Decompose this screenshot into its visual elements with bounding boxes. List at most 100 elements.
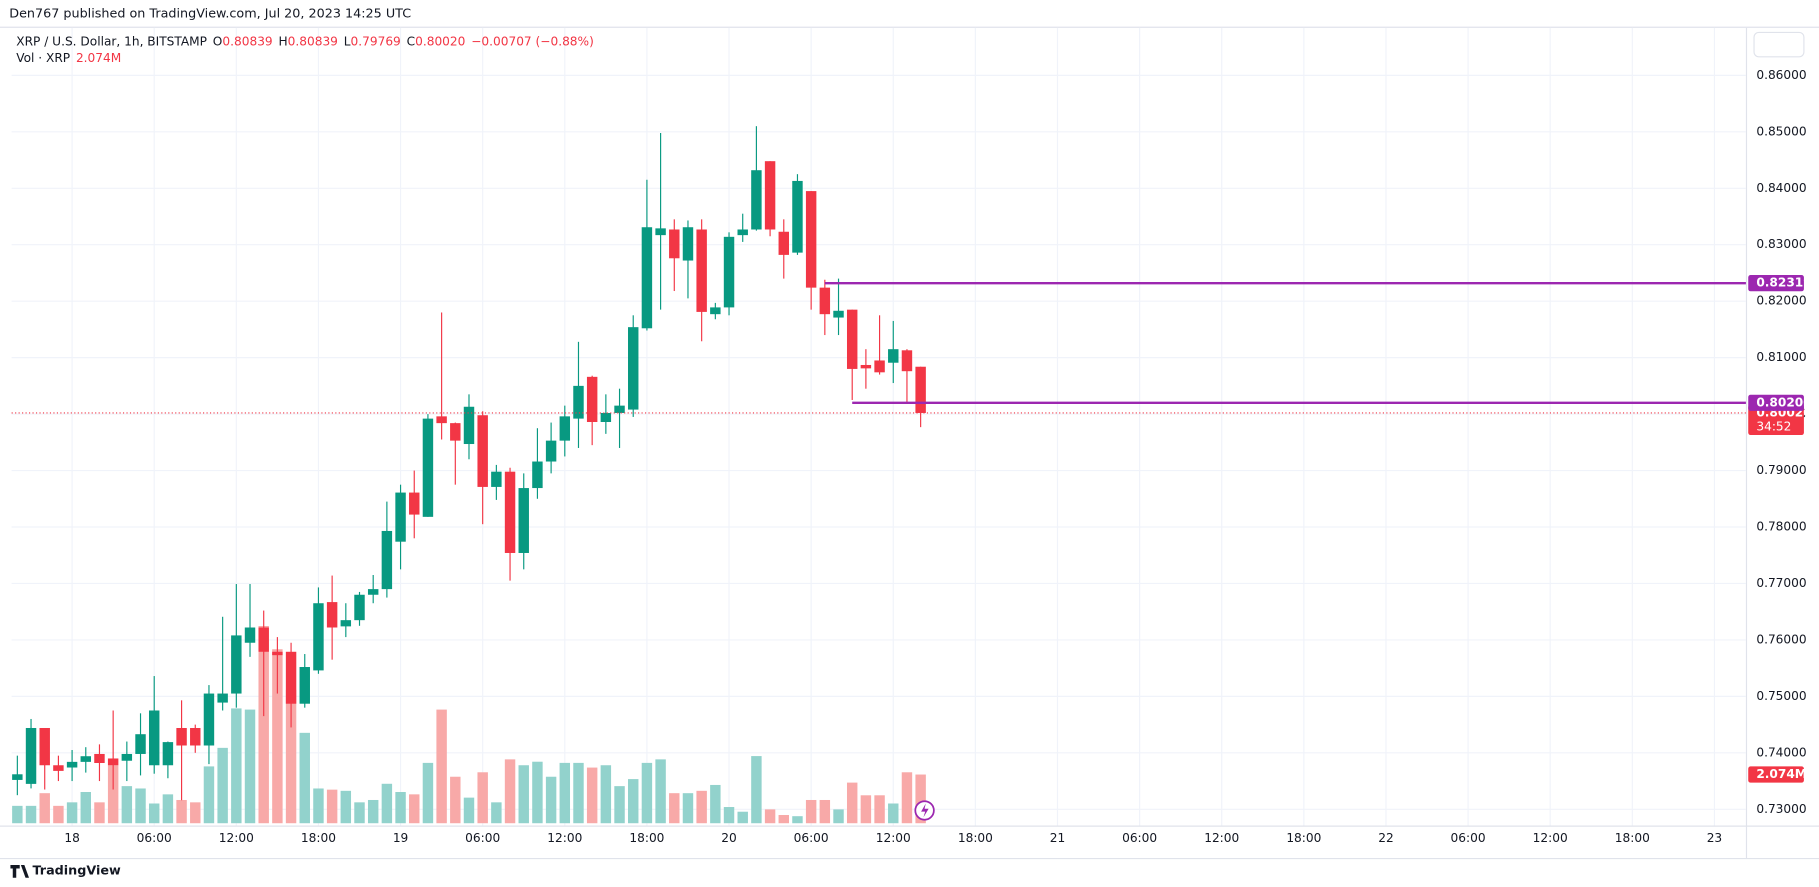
y-tick-label: 0.76000 [1756, 632, 1806, 646]
candle-body [148, 710, 160, 766]
volume-label-box [1748, 766, 1804, 783]
x-tick-label: 12:00 [219, 831, 254, 845]
candle-body [833, 310, 844, 318]
candle-body [94, 753, 105, 763]
volume-bar [409, 794, 420, 824]
candle-body [12, 774, 23, 780]
volume-bar [846, 782, 858, 824]
candle-body [450, 423, 461, 441]
volume-value: 2.074M [76, 50, 121, 64]
volume-bar [819, 799, 831, 824]
volume-bar [436, 709, 447, 824]
candle-body [641, 227, 653, 329]
volume-bar [231, 708, 242, 824]
x-tick-label: 06:00 [794, 831, 829, 845]
countdown-label: 34:52 [1756, 419, 1791, 433]
volume-bar [628, 779, 639, 824]
volume-bar [80, 792, 92, 824]
volume-bar [737, 811, 748, 824]
volume-bar [491, 802, 502, 824]
volume-bar [217, 747, 228, 824]
candle-body [518, 488, 529, 553]
volume-bar [614, 786, 625, 824]
volume-bar [107, 765, 119, 824]
candle-body [628, 327, 639, 410]
candle-body [532, 461, 543, 489]
x-tick-label: 23 [1707, 831, 1722, 845]
legend-high: 0.80839 [288, 34, 338, 48]
y-tick-label: 0.82000 [1756, 294, 1806, 308]
candle-body [381, 530, 393, 590]
candle-body [436, 416, 447, 424]
x-tick-label: 06:00 [1451, 831, 1486, 845]
volume-bar [395, 792, 406, 824]
tv-logo [10, 864, 30, 878]
candle-body [313, 603, 324, 671]
x-tick-label: 18:00 [301, 831, 336, 845]
candle-body [888, 349, 899, 363]
candles [12, 126, 926, 801]
legend-l-label: L [344, 34, 351, 48]
level-label-box [1748, 275, 1804, 292]
volume-bar [53, 805, 64, 824]
volume-bar [915, 774, 926, 824]
volume-bar [190, 802, 201, 824]
y-tick-label: 0.84000 [1756, 181, 1806, 195]
volume-bar [450, 776, 461, 824]
candle-body [367, 589, 379, 595]
volume-bar [860, 795, 872, 824]
candle-body [559, 416, 571, 441]
candle-body [860, 364, 872, 369]
volume-bar [559, 762, 571, 824]
volume-bar [833, 809, 844, 824]
last-price-box [1748, 404, 1804, 435]
legend-o-label: O [213, 34, 223, 48]
legend-change: −0.00707 (−0.88%) [471, 34, 594, 48]
candle-body [874, 360, 885, 373]
x-tick-label: 12:00 [1533, 831, 1568, 845]
candle-body [792, 180, 803, 253]
candle-body [80, 756, 92, 762]
candle-body [285, 651, 297, 704]
y-tick-label: 0.77000 [1756, 576, 1806, 590]
candle-body [600, 412, 612, 423]
volume-bar [682, 793, 694, 824]
legend-c-label: C [407, 34, 416, 48]
volume-bar [121, 786, 133, 824]
volume-bar [901, 772, 913, 824]
candle-body [477, 415, 488, 487]
overlays: 0.86000 0.85000 0.84000 0.83000 0.82000 0.810… [11, 68, 1812, 845]
x-tick-label: 22 [1378, 831, 1393, 845]
candle-body [504, 471, 516, 553]
candle-body [669, 229, 680, 259]
volume-bar [545, 776, 557, 824]
candle-body [710, 307, 721, 315]
x-tick-label: 20 [721, 831, 736, 845]
y-tick-label: 0.78000 [1756, 520, 1806, 534]
y-tick-label: 0.73000 [1756, 802, 1806, 816]
symbol-title: XRP / U.S. Dollar, 1h, BITSTAMP [16, 34, 207, 48]
candle-body [53, 765, 64, 771]
settings-button[interactable] [1753, 31, 1805, 58]
volume-bar [367, 799, 379, 824]
volume-bar [162, 794, 174, 824]
y-tick-label: 0.79000 [1756, 463, 1806, 477]
candle-body [573, 385, 584, 419]
volume-bar [655, 759, 666, 824]
x-tick-label: 06:00 [1122, 831, 1157, 845]
candle-body [901, 350, 913, 372]
volume-bar [313, 788, 324, 824]
volume-bar [176, 799, 187, 824]
volume-bar [477, 772, 488, 824]
volume-bar [518, 765, 529, 824]
y-tick-label: 0.74000 [1756, 745, 1806, 759]
x-tick-label: 21 [1050, 831, 1065, 845]
volume-bar [874, 795, 885, 824]
level-label: 0.82319 [1756, 276, 1811, 290]
volume-bar [792, 816, 803, 824]
volume-bar [641, 762, 653, 824]
volume-bar [285, 689, 297, 824]
legend-low: 0.79769 [351, 34, 401, 48]
candle-body [190, 727, 201, 746]
candle-body [231, 635, 242, 694]
